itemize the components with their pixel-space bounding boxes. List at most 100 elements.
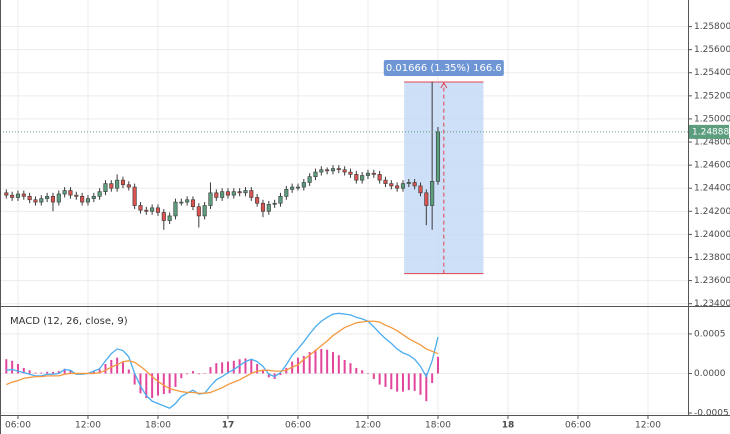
y-tick-label: 1.24000: [694, 230, 730, 240]
marks: [0, 81, 688, 410]
histogram-bar: [156, 373, 159, 396]
histogram-bar: [51, 371, 54, 374]
candle-body: [266, 204, 271, 212]
histogram-bar: [215, 363, 218, 374]
candle-body: [115, 179, 120, 189]
candle-body: [56, 193, 61, 203]
candle-body: [225, 191, 231, 196]
histogram-bar: [63, 368, 66, 374]
y-tick-label: 1.23800: [694, 253, 730, 263]
indicator-title: MACD (12, 26, close, 9): [10, 316, 128, 327]
candle-body: [144, 209, 149, 212]
candle-body: [348, 171, 353, 175]
candle-body: [27, 196, 32, 201]
measure-arrow-head: [440, 82, 448, 89]
histogram-bar: [361, 370, 364, 374]
y-tick-label: 1.24800: [694, 138, 730, 148]
histogram-bar: [413, 373, 416, 391]
histogram-bar: [326, 349, 329, 374]
histogram-bar: [431, 373, 434, 383]
histogram-bar: [267, 373, 270, 378]
candle-body: [179, 201, 184, 204]
histogram-bar: [221, 362, 224, 374]
histogram-bar: [151, 373, 154, 398]
y-tick-label: 0.0000: [694, 369, 726, 379]
histogram-bar: [390, 373, 393, 390]
histogram-bar: [5, 359, 8, 374]
candle-body: [231, 191, 236, 196]
histogram-bar: [145, 373, 148, 398]
candle-body: [395, 185, 400, 189]
y-tick-label: 1.23600: [694, 276, 730, 286]
candle-body: [50, 196, 56, 203]
candle-body: [208, 192, 213, 206]
histogram-bar: [238, 359, 241, 374]
histogram-bar: [209, 367, 212, 374]
x-tick-label: 18: [502, 421, 515, 431]
x-tick-label: 06:00: [285, 421, 311, 431]
histogram-bar: [355, 367, 358, 374]
histogram-bar: [104, 363, 107, 374]
histogram-bar: [57, 371, 60, 374]
histogram-bar: [320, 348, 323, 374]
candle-body: [319, 169, 324, 173]
y-tick-label: 1.23400: [694, 299, 730, 309]
candle-body: [284, 189, 289, 197]
histogram-bar: [331, 352, 334, 374]
last-price-label: 1.24888: [692, 127, 729, 137]
histogram-bar: [180, 373, 183, 379]
histogram-bar: [401, 373, 404, 392]
histogram-bar: [162, 373, 165, 395]
candle-body: [272, 202, 277, 205]
candle-body: [354, 174, 359, 181]
candle-body: [85, 198, 91, 203]
histogram-bar: [139, 373, 142, 394]
histogram-bar: [256, 363, 259, 374]
y-tick-label: 1.25400: [694, 68, 730, 78]
candle-body: [237, 191, 242, 194]
histogram-bar: [46, 371, 49, 374]
y-tick-label: 1.25600: [694, 45, 730, 55]
histogram-bar: [203, 373, 206, 374]
candle-body: [371, 172, 376, 175]
candle-body: [278, 196, 283, 204]
candle-body: [190, 199, 196, 207]
histogram-bar: [366, 373, 369, 374]
labels: 06:00 12:00 18:00 17 06:00 12:00 18:00 18 06:00 1…: [5, 22, 730, 430]
candle-body: [260, 202, 266, 212]
candle-body: [435, 131, 441, 182]
histogram-bar: [191, 371, 194, 374]
histogram-bar: [378, 373, 381, 385]
grid: [0, 0, 692, 419]
candle-body: [33, 199, 38, 203]
y-tick-label: 0.0005: [694, 329, 726, 339]
histogram-bar: [279, 373, 282, 376]
candle-body: [430, 180, 435, 206]
candle-body: [389, 183, 394, 187]
candle-body: [109, 183, 114, 189]
candle-body: [74, 194, 79, 197]
y-tick-label: -0.0005: [694, 409, 729, 419]
candle-body: [295, 186, 301, 189]
histogram-bar: [28, 370, 31, 374]
candle-body: [173, 201, 178, 217]
histogram-bar: [396, 373, 399, 392]
candle-body: [150, 207, 155, 212]
histogram-bar: [425, 373, 428, 402]
candle-body: [365, 172, 371, 176]
histogram-bar: [314, 349, 317, 374]
candle-body: [132, 186, 137, 206]
candle-body: [185, 199, 190, 203]
histogram-bar: [372, 373, 375, 379]
candle-body: [412, 182, 417, 187]
histogram-bar: [197, 373, 200, 375]
candle-body: [126, 184, 131, 188]
measure-label: 0.01666 (1.35%) 166.6: [386, 63, 502, 74]
histogram-bar: [436, 356, 439, 374]
x-tick-label: 12:00: [75, 421, 101, 431]
candle-body: [383, 179, 388, 184]
histogram-bar: [121, 362, 124, 374]
candle-body: [406, 182, 411, 184]
